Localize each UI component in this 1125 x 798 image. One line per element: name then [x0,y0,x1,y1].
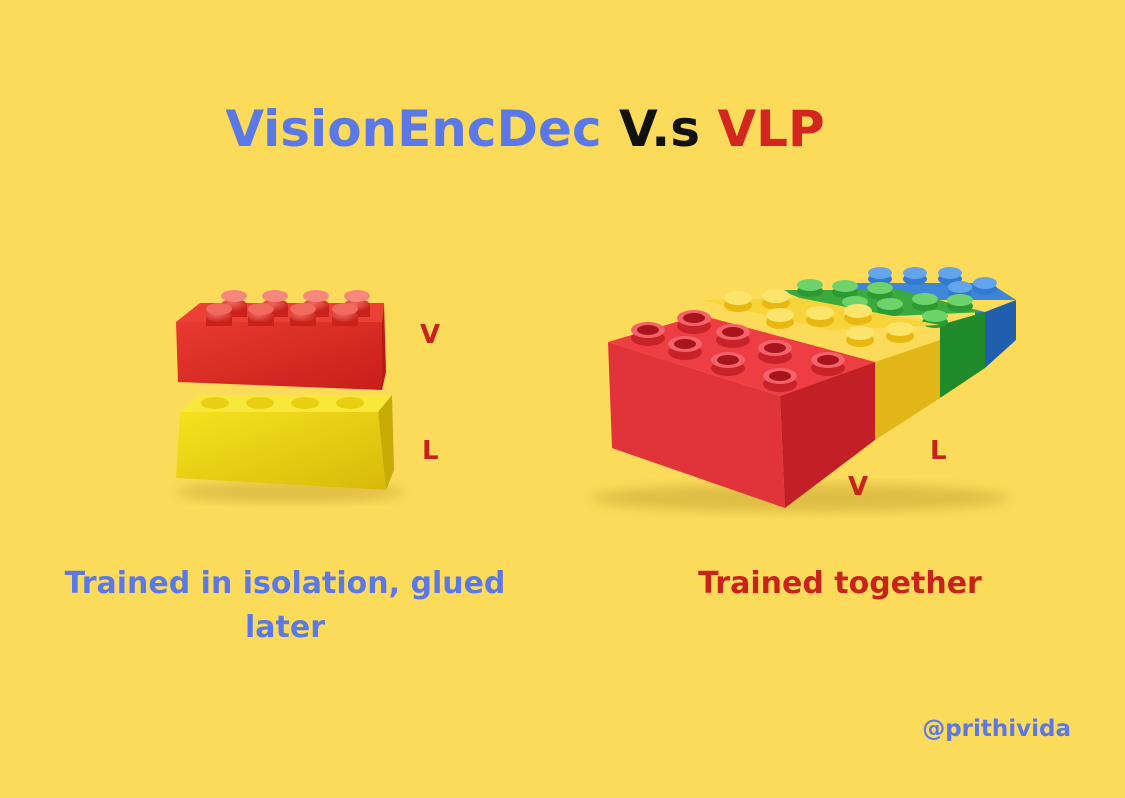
red-block-icon [608,310,875,508]
red-brick-icon [176,290,386,390]
yellow-brick-icon [176,395,394,490]
green-brick-icon [780,279,985,398]
left-top-label: V [420,320,441,350]
yellow-block-icon [700,289,940,440]
left-caption: Trained in isolation, glued later [64,566,506,645]
right-brick-block [590,267,1016,512]
right-front-label: V [848,472,869,502]
title-vision-enc-dec: VisionEncDec [225,100,602,158]
slide-title: VisionEncDec V.s VLP [0,100,1050,158]
left-bottom-label: L [422,436,439,466]
right-side-label: L [930,436,947,466]
right-caption: Trained together [698,566,982,601]
author-handle: @prithivida [922,716,1071,742]
left-brick-stack [175,290,405,502]
title-versus: V.s [619,100,701,158]
title-vlp: VLP [717,100,825,158]
